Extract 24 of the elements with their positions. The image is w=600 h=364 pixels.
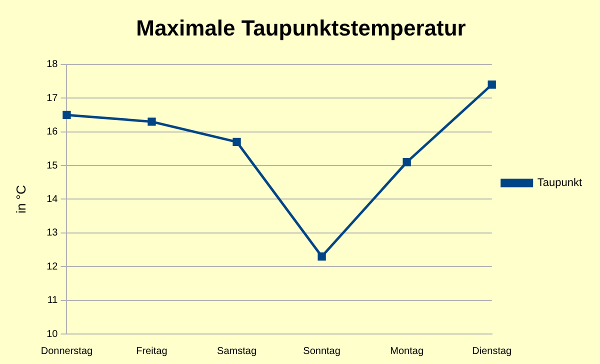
point xyxy=(318,252,326,261)
y-tick-label: 11 xyxy=(47,295,58,306)
point xyxy=(488,80,496,89)
x-tick-label: Montag xyxy=(390,346,424,357)
y-tick-label: 12 xyxy=(46,261,58,272)
point xyxy=(402,158,411,166)
y-axis-title: in °C xyxy=(13,185,28,214)
chart-title: Maximale Taupunktstemperatur xyxy=(136,15,466,40)
y-tick-label: 17 xyxy=(46,92,58,104)
point xyxy=(62,110,71,120)
y-tick-label: 15 xyxy=(46,160,58,172)
point xyxy=(232,138,241,146)
x-tick-label: Freitag xyxy=(136,346,168,357)
x-tick-label: Samstag xyxy=(217,346,257,357)
y-tick-label: 13 xyxy=(46,228,58,239)
x-tick-label: Sonntag xyxy=(303,346,340,357)
x-tick-label: Dienstag xyxy=(472,346,512,357)
point xyxy=(148,118,156,126)
y-tick-label: 14 xyxy=(46,194,58,205)
legend-label: Taupunkt xyxy=(537,177,582,190)
y-tick-label: 10 xyxy=(46,328,58,340)
y-tick-label: 16 xyxy=(46,126,58,138)
x-tick-label: Donnerstag xyxy=(40,346,93,357)
y-tick-label: 18 xyxy=(46,59,58,70)
